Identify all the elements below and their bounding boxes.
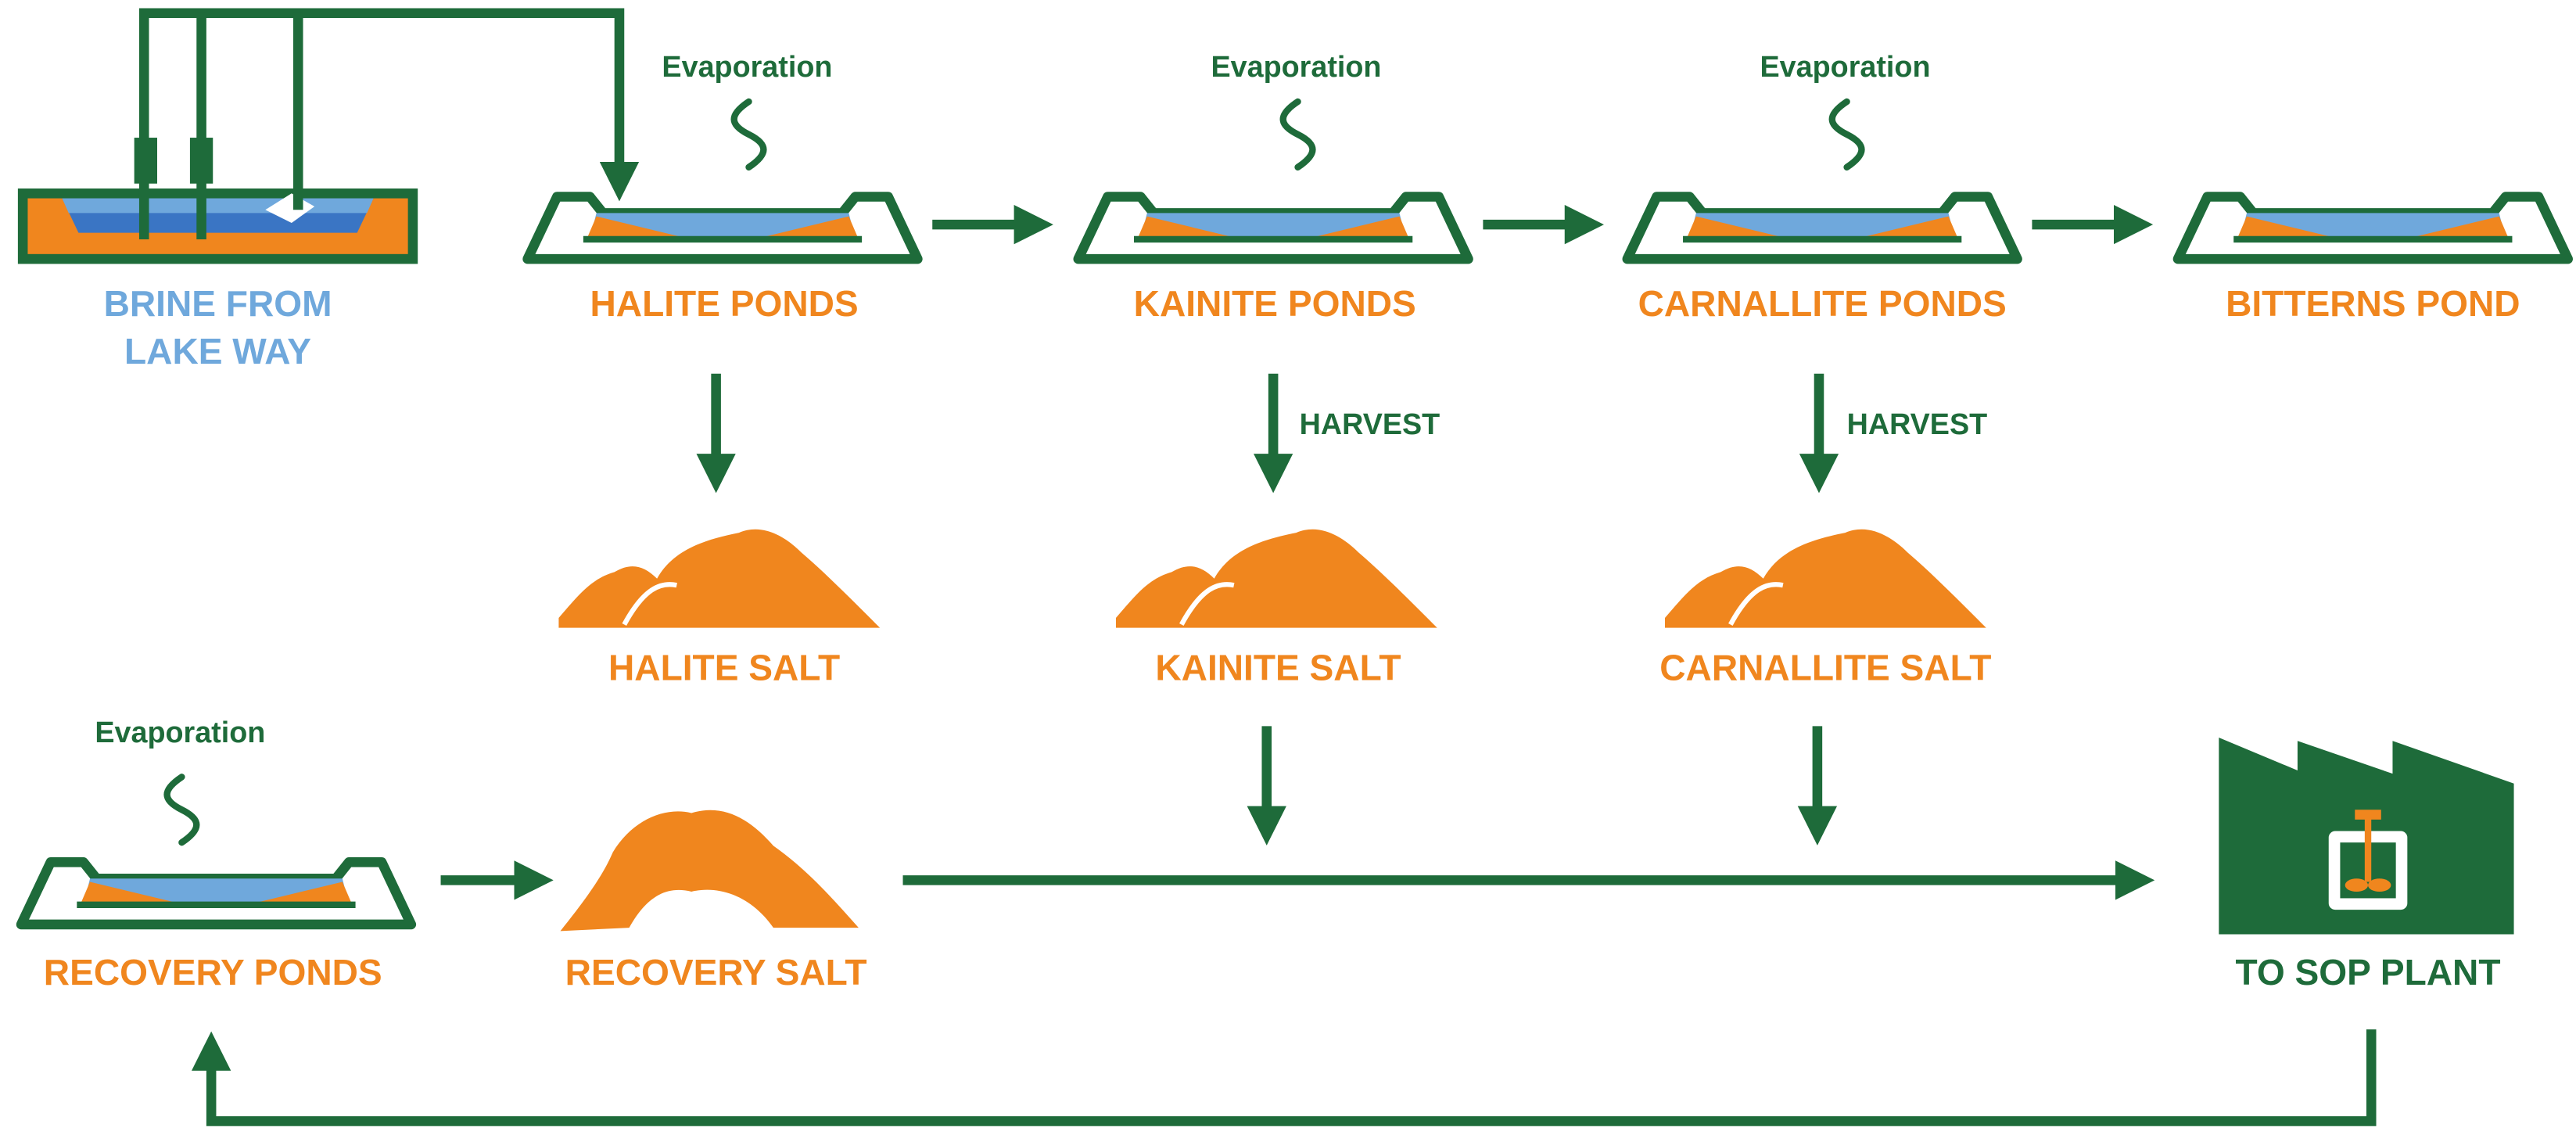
brine-source: [23, 13, 619, 259]
page: {"source": {"lines": ["BRINE FROM", "LAK…: [0, 0, 2576, 1131]
pond-label: CARNALLITE PONDS: [1638, 283, 2007, 324]
salt-pile: [558, 530, 880, 628]
salt-label: CARNALLITE SALT: [1659, 647, 1991, 688]
evaporation-icon: [1832, 102, 1862, 167]
pond-note: Evaporation: [1211, 50, 1381, 83]
plant-label: TO SOP PLANT: [2236, 952, 2501, 993]
source-label: BRINE FROM: [104, 283, 332, 324]
pond-label: HALITE PONDS: [590, 283, 859, 324]
salt-label: RECOVERY SALT: [565, 952, 867, 993]
source-label: LAKE WAY: [124, 331, 311, 372]
salt-pile: [561, 810, 859, 932]
pond-icon: [1078, 196, 1469, 259]
pond-icon: [2178, 196, 2568, 259]
diagram: BRINE FROM LAKE WAY Evaporation Evaporat…: [0, 0, 2576, 1131]
plant-icon: [2219, 738, 2513, 934]
evaporation-icon: [1283, 102, 1313, 167]
pond-icon: [528, 196, 918, 259]
evaporation-icon: [167, 777, 197, 842]
salt-note: HARVEST: [1847, 408, 1988, 440]
evaporation-icon: [734, 102, 764, 167]
salt-label: HALITE SALT: [608, 647, 840, 688]
pond-label: BITTERNS POND: [2226, 283, 2520, 324]
pond-icon: [1627, 196, 2018, 259]
pond-label: RECOVERY PONDS: [44, 952, 382, 993]
salt-pile: [1665, 530, 1986, 628]
salt-note: HARVEST: [1300, 408, 1440, 440]
pond-icon: [21, 862, 411, 925]
salt-label: KAINITE SALT: [1155, 647, 1401, 688]
pond-note: Evaporation: [662, 50, 832, 83]
salt-pile: [1116, 530, 1437, 628]
return-arrow: [211, 1029, 2371, 1121]
pond-label: KAINITE PONDS: [1134, 283, 1416, 324]
pond-note: Evaporation: [95, 716, 265, 749]
pond-note: Evaporation: [1760, 50, 1931, 83]
